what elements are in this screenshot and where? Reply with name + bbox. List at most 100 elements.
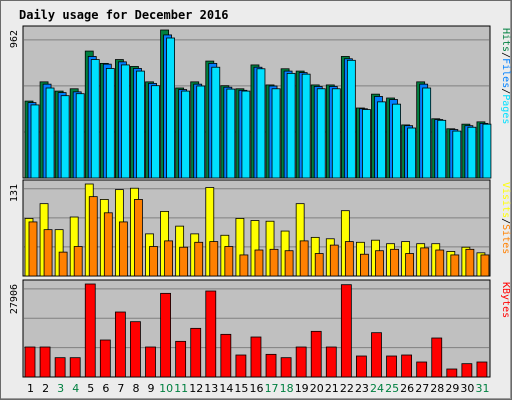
bar-pages-day-7 bbox=[120, 64, 130, 179]
x-tick-day-4: 4 bbox=[72, 382, 79, 395]
bar-pages-day-19 bbox=[301, 73, 311, 179]
bar-sites-day-7 bbox=[118, 221, 128, 277]
bar-pages-day-5 bbox=[90, 59, 100, 179]
bar-pages-day-1 bbox=[30, 104, 40, 179]
bar-pages-day-6 bbox=[105, 68, 115, 179]
bar-pages-day-26 bbox=[407, 127, 417, 179]
x-tick-day-3: 3 bbox=[57, 382, 64, 395]
bar-kbytes-day-9 bbox=[145, 346, 156, 378]
chart-title: Daily usage for December 2016 bbox=[19, 8, 229, 22]
panel-legend: KBytes bbox=[500, 282, 511, 318]
x-tick-day-15: 15 bbox=[234, 382, 248, 395]
legend-entry: Hits bbox=[500, 28, 511, 52]
bar-sites-day-17 bbox=[269, 248, 279, 277]
bar-sites-day-13 bbox=[209, 241, 219, 277]
bar-pages-day-12 bbox=[196, 85, 206, 179]
bar-sites-day-1 bbox=[28, 221, 38, 277]
x-tick-day-16: 16 bbox=[250, 382, 264, 395]
x-tick-day-2: 2 bbox=[42, 382, 49, 395]
bar-kbytes-day-31 bbox=[476, 361, 488, 378]
bar-pages-day-24 bbox=[377, 101, 386, 179]
bar-sites-day-24 bbox=[375, 250, 384, 277]
x-tick-day-6: 6 bbox=[102, 382, 109, 395]
bar-pages-day-31 bbox=[482, 123, 492, 179]
bar-sites-day-5 bbox=[88, 196, 98, 277]
x-tick-day-21: 21 bbox=[325, 382, 339, 395]
bar-kbytes-day-11 bbox=[175, 340, 187, 378]
legend-entry: Pages bbox=[500, 94, 511, 124]
legend-entry: / bbox=[500, 218, 511, 224]
bar-pages-day-17 bbox=[271, 88, 281, 179]
bar-pages-day-16 bbox=[256, 68, 266, 179]
bar-pages-day-29 bbox=[452, 130, 462, 179]
bar-sites-day-10 bbox=[164, 240, 173, 277]
bar-sites-day-25 bbox=[390, 248, 399, 277]
bar-kbytes-day-20 bbox=[310, 330, 322, 378]
bar-sites-day-30 bbox=[465, 248, 475, 277]
bar-pages-day-11 bbox=[181, 90, 191, 179]
bar-kbytes-day-18 bbox=[280, 357, 292, 378]
bar-kbytes-day-2 bbox=[39, 346, 51, 378]
bar-pages-day-27 bbox=[422, 87, 432, 179]
legend-entry: Sites bbox=[500, 224, 511, 254]
bar-kbytes-day-15 bbox=[235, 354, 247, 378]
bar-pages-day-18 bbox=[286, 72, 296, 179]
bar-kbytes-day-3 bbox=[54, 357, 66, 378]
bar-sites-day-16 bbox=[254, 249, 264, 277]
x-tick-day-8: 8 bbox=[132, 382, 139, 395]
bar-pages-day-2 bbox=[45, 87, 55, 179]
hits-panel: 962 Hits/Files/Pages bbox=[9, 25, 511, 179]
bar-sites-day-4 bbox=[73, 246, 83, 277]
bar-sites-day-31 bbox=[480, 254, 490, 277]
bar-sites-day-23 bbox=[360, 253, 369, 277]
bar-sites-day-6 bbox=[103, 212, 113, 277]
legend-entry: Visits bbox=[500, 182, 511, 218]
bar-sites-day-11 bbox=[179, 246, 189, 277]
bar-pages-day-30 bbox=[467, 126, 477, 179]
series-pages bbox=[30, 37, 492, 179]
bar-pages-day-25 bbox=[392, 103, 401, 179]
bar-kbytes-day-22 bbox=[340, 284, 352, 378]
bar-kbytes-day-23 bbox=[356, 355, 367, 378]
bar-pages-day-28 bbox=[437, 119, 447, 179]
bar-sites-day-28 bbox=[435, 249, 445, 277]
x-tick-day-9: 9 bbox=[148, 382, 155, 395]
bar-kbytes-day-8 bbox=[130, 321, 141, 378]
bar-kbytes-day-30 bbox=[461, 363, 473, 378]
bar-kbytes-day-5 bbox=[84, 283, 96, 378]
y-max-label: 962 bbox=[9, 30, 20, 48]
bar-kbytes-day-14 bbox=[220, 333, 232, 378]
bar-kbytes-day-25 bbox=[386, 355, 397, 378]
series-sites bbox=[28, 196, 490, 277]
bar-sites-day-19 bbox=[299, 240, 309, 277]
bar-pages-day-23 bbox=[362, 109, 371, 179]
bar-kbytes-day-24 bbox=[371, 332, 382, 378]
bar-sites-day-8 bbox=[134, 199, 143, 277]
x-tick-day-31: 31 bbox=[475, 382, 489, 395]
bar-kbytes-day-6 bbox=[99, 339, 111, 378]
bar-kbytes-day-27 bbox=[416, 361, 428, 378]
bar-sites-day-18 bbox=[284, 250, 294, 277]
bar-kbytes-day-13 bbox=[205, 290, 217, 378]
x-tick-day-18: 18 bbox=[280, 382, 294, 395]
bar-kbytes-day-12 bbox=[190, 327, 202, 378]
series-kbytes bbox=[24, 283, 488, 378]
x-tick-day-29: 29 bbox=[445, 382, 459, 395]
bar-kbytes-day-26 bbox=[401, 354, 413, 378]
x-tick-day-28: 28 bbox=[430, 382, 444, 395]
bar-sites-day-22 bbox=[344, 241, 354, 277]
bar-sites-day-12 bbox=[194, 241, 204, 277]
bar-sites-day-20 bbox=[314, 253, 324, 277]
y-max-label: 27906 bbox=[9, 284, 20, 314]
bar-kbytes-day-1 bbox=[24, 346, 36, 378]
bar-sites-day-29 bbox=[450, 254, 460, 277]
x-tick-day-5: 5 bbox=[87, 382, 94, 395]
x-tick-day-13: 13 bbox=[204, 382, 218, 395]
bar-pages-day-8 bbox=[136, 70, 145, 179]
x-tick-day-22: 22 bbox=[340, 382, 354, 395]
bar-sites-day-14 bbox=[224, 246, 234, 277]
bar-pages-day-21 bbox=[331, 88, 341, 179]
bar-kbytes-day-29 bbox=[446, 368, 458, 378]
